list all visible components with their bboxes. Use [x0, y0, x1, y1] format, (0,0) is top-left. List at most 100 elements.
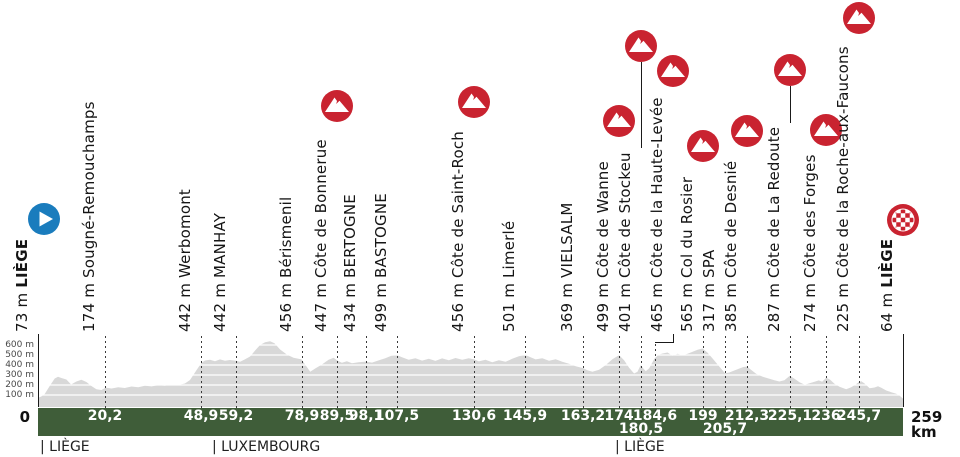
waypoint-name: Sougné-Remouchamps	[80, 101, 98, 279]
waypoint-line-dashed	[474, 336, 475, 412]
waypoint-label-co-te-de-bonnerue: 447 m Côte de Bonnerue	[312, 139, 330, 332]
mountain-climb-icon	[731, 115, 763, 147]
distance-label: 245,7	[836, 408, 882, 424]
distance-label: 130,6	[451, 408, 497, 424]
waypoint-name: Côte de Bonnerue	[312, 139, 330, 279]
waypoint-label-co-te-de-la-roche-aux-faucons: 225 m Côte de la Roche-aux-Faucons	[834, 46, 852, 332]
elevation-axis-label: 600 m	[5, 340, 34, 350]
waypoint-name: LIÈGE	[878, 238, 896, 288]
waypoint-label-lie-ge: 73 m LIÈGE	[13, 239, 31, 332]
waypoint-line-dashed	[747, 336, 748, 412]
waypoint-altitude: 369 m	[558, 278, 576, 332]
waypoint-line-dashed	[525, 336, 526, 412]
distance-label: 98,1	[348, 408, 384, 424]
waypoint-line-dashed	[397, 336, 398, 412]
waypoint-altitude: 442 m	[176, 278, 194, 332]
waypoint-line-dashed	[366, 336, 367, 412]
waypoint-line-dashed	[583, 336, 584, 412]
start-play-icon	[28, 203, 60, 235]
elevation-axis-label: 400 m	[5, 360, 34, 370]
waypoint-line-dashed	[236, 336, 237, 412]
mountain-climb-icon	[774, 54, 806, 86]
waypoint-line-dashed	[703, 336, 704, 412]
waypoint-altitude: 447 m	[312, 278, 330, 332]
distance-bar	[38, 408, 903, 436]
distance-label: 145,9	[502, 408, 548, 424]
distance-label: 212,3	[724, 408, 770, 424]
waypoint-altitude: 274 m	[801, 278, 819, 332]
icon-connector-line	[641, 62, 642, 148]
waypoint-name: Werbomont	[176, 188, 194, 279]
waypoint-name: Côte de Stockeu	[616, 152, 634, 279]
waypoint-label-co-te-des-forges: 274 m Côte des Forges	[801, 154, 819, 332]
mountain-climb-icon	[810, 114, 842, 146]
waypoint-altitude: 225 m	[834, 278, 852, 332]
waypoint-altitude: 434 m	[341, 278, 359, 332]
distance-zero-label: 0	[19, 408, 30, 426]
elevation-area	[38, 341, 903, 407]
waypoint-line-dashed	[302, 336, 303, 412]
waypoint-altitude: 499 m	[594, 278, 612, 332]
waypoint-label-sougne-remouchamps: 174 m Sougné-Remouchamps	[80, 101, 98, 332]
waypoint-label-limerle-: 501 m Limerlé	[500, 221, 518, 332]
distance-label: 20,2	[87, 408, 123, 424]
waypoint-altitude: 442 m	[211, 278, 229, 332]
waypoint-altitude: 317 m	[700, 278, 718, 332]
elevation-axis-label: 300 m	[5, 370, 34, 380]
waypoint-name: Côte de la Roche-aux-Faucons	[834, 46, 852, 279]
waypoint-altitude: 456 m	[277, 278, 295, 332]
waypoint-line-dashed	[826, 336, 827, 412]
distance-label: 180,5	[618, 421, 664, 437]
waypoint-altitude: 501 m	[500, 278, 518, 332]
waypoint-label-co-te-de-la-redoute: 287 m Côte de La Redoute	[765, 127, 783, 332]
waypoint-line-dashed	[859, 336, 860, 412]
waypoint-altitude: 401 m	[616, 278, 634, 332]
waypoint-label-co-te-de-saint-roch: 456 m Côte de Saint-Roch	[449, 131, 467, 332]
label-elbow-vertical	[673, 334, 674, 343]
mountain-climb-icon	[687, 130, 719, 162]
waypoint-name: Bérismenil	[277, 196, 295, 279]
mountain-climb-icon	[603, 105, 635, 137]
waypoint-label-werbomont: 442 m Werbomont	[176, 188, 194, 332]
region-label: | LUXEMBOURG	[212, 439, 321, 455]
waypoint-altitude: 287 m	[765, 278, 783, 332]
elevation-axis-label: 100 m	[5, 390, 34, 400]
waypoint-label-bertogne: 434 m BERTOGNE	[341, 194, 359, 332]
waypoint-name: MANHAY	[211, 212, 229, 279]
waypoint-name: SPA	[700, 249, 718, 279]
waypoint-altitude: 465 m	[648, 278, 666, 332]
elevation-axis-label: 500 m	[5, 350, 34, 360]
waypoint-line-solid	[903, 334, 904, 407]
waypoint-altitude: 456 m	[449, 278, 467, 332]
waypoint-line-dashed	[201, 336, 202, 412]
waypoint-label-spa: 317 m SPA	[700, 249, 718, 332]
waypoint-label-bastogne: 499 m BASTOGNE	[372, 193, 390, 332]
waypoint-label-co-te-de-stockeu: 401 m Côte de Stockeu	[616, 152, 634, 332]
waypoint-altitude: 499 m	[372, 278, 390, 332]
mountain-climb-icon	[458, 86, 490, 118]
distance-total-label: 259 km	[911, 408, 943, 441]
waypoint-line-dashed	[641, 336, 642, 412]
elevation-axis-label: 200 m	[5, 380, 34, 390]
icon-connector-line	[790, 86, 791, 123]
waypoint-label-co-te-de-wanne: 499 m Côte de Wanne	[594, 161, 612, 332]
waypoint-line-solid	[38, 334, 39, 407]
waypoint-altitude: 385 m	[722, 278, 740, 332]
distance-label: 205,7	[702, 421, 748, 437]
waypoint-line-dashed	[337, 336, 338, 412]
waypoint-label-col-du-rosier: 565 m Col du Rosier	[678, 177, 696, 332]
distance-label: 199	[688, 408, 718, 424]
waypoint-name: BASTOGNE	[372, 193, 390, 279]
waypoint-label-be-rismenil: 456 m Bérismenil	[277, 196, 295, 332]
waypoint-name: Côte de Saint-Roch	[449, 131, 467, 279]
finish-checkered-flag-icon	[887, 204, 919, 236]
waypoint-name: BERTOGNE	[341, 194, 359, 279]
distance-label: 78,9	[284, 408, 320, 424]
distance-label: 163,2	[560, 408, 606, 424]
waypoint-label-lie-ge: 64 m LIÈGE	[878, 238, 896, 332]
distance-label: 89,5	[319, 408, 355, 424]
mountain-climb-icon	[625, 30, 657, 62]
waypoint-label-co-te-de-la-haute-leve-e: 465 m Côte de la Haute-Levée	[648, 97, 666, 332]
